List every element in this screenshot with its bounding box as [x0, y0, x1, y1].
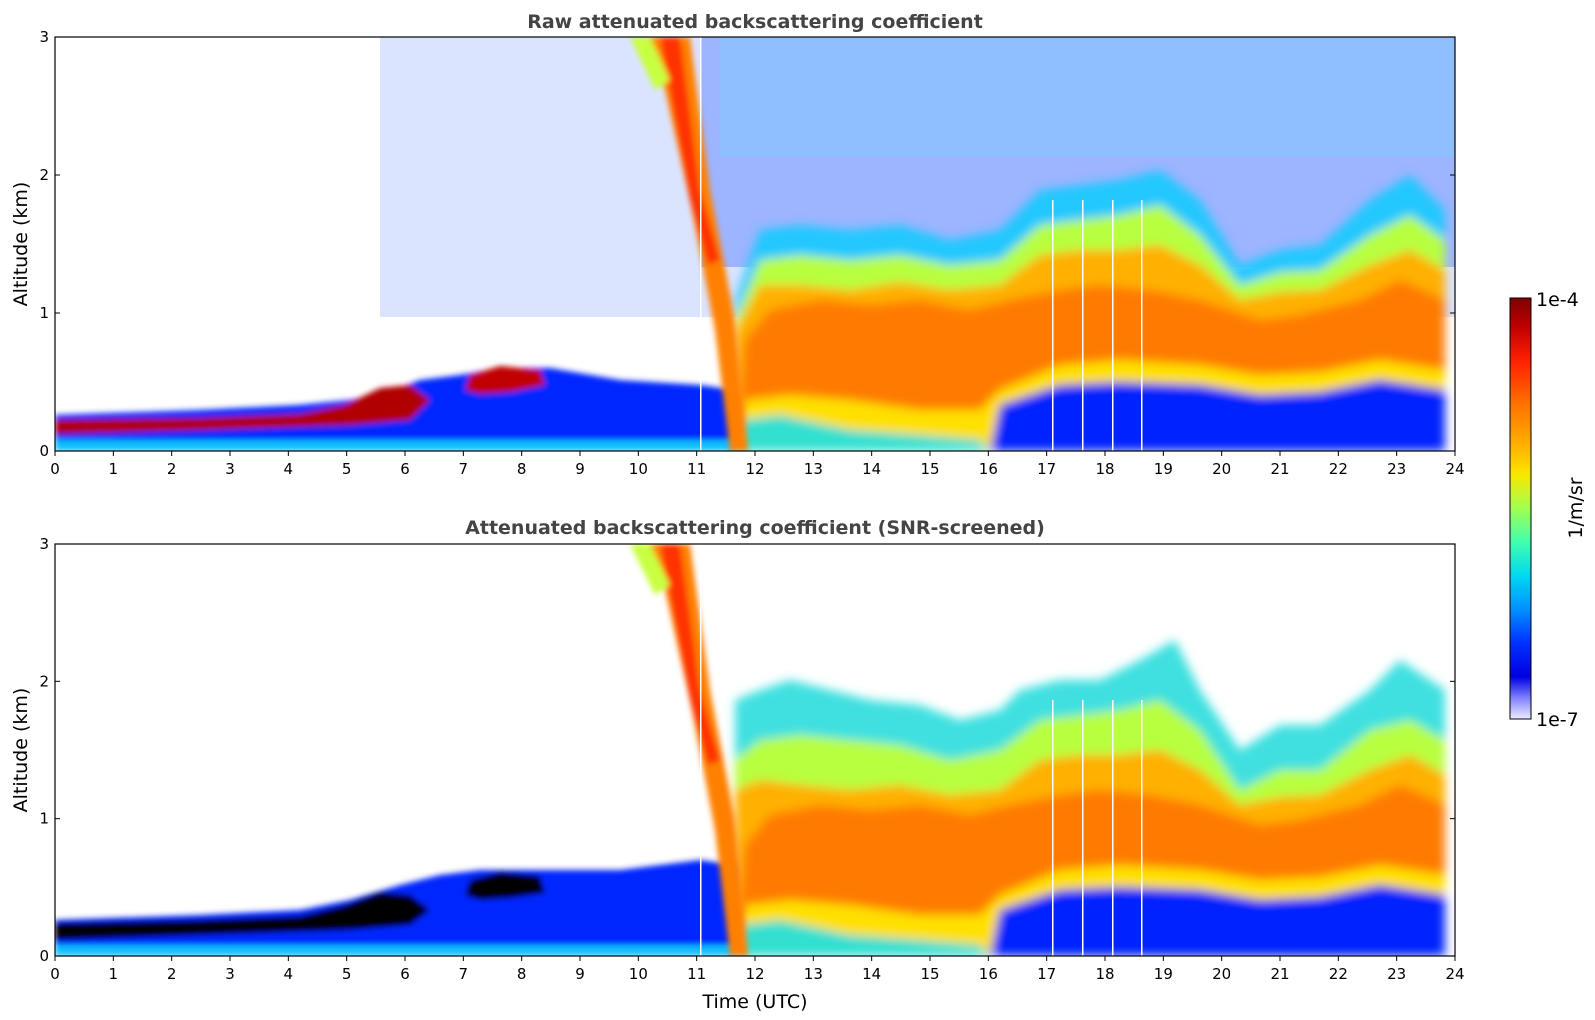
x-tick-label: 16	[979, 460, 998, 478]
x-tick-label: 21	[1270, 460, 1289, 478]
x-tick-label: 17	[1037, 965, 1056, 983]
x-tick-label: 13	[804, 965, 823, 983]
x-tick-label: 10	[629, 460, 648, 478]
top-plume	[630, 37, 748, 451]
y-tick-label: 2	[39, 166, 49, 184]
x-tick-label: 24	[1445, 965, 1464, 983]
top-gap-line	[1141, 200, 1143, 451]
bottom-y-ticks: 0 1 2 3	[39, 535, 1455, 965]
x-tick-label: 23	[1387, 460, 1406, 478]
x-tick-label: 11	[687, 965, 706, 983]
x-tick-label: 0	[50, 965, 60, 983]
y-tick-label: 1	[39, 810, 49, 828]
top-y-ticks: 0 1 2 3	[39, 28, 1455, 460]
x-tick-label: 14	[862, 965, 881, 983]
x-tick-label: 4	[284, 460, 294, 478]
bottom-x-axis-label: Time (UTC)	[701, 991, 807, 1013]
bottom-panel-title: Attenuated backscattering coefficient (S…	[465, 517, 1045, 539]
bottom-gap-line	[1052, 700, 1054, 956]
top-heatmap	[55, 37, 1455, 451]
bottom-surface-layer	[55, 860, 735, 956]
x-tick-label: 20	[1212, 965, 1231, 983]
x-tick-label: 18	[1095, 460, 1114, 478]
x-tick-label: 4	[284, 965, 294, 983]
x-tick-label: 1	[109, 965, 119, 983]
x-tick-label: 11	[687, 460, 706, 478]
y-tick-label: 0	[39, 947, 49, 965]
x-tick-label: 20	[1212, 460, 1231, 478]
x-tick-label: 12	[745, 460, 764, 478]
x-tick-label: 6	[400, 460, 410, 478]
x-tick-label: 3	[225, 460, 235, 478]
x-tick-label: 9	[575, 965, 585, 983]
x-tick-label: 24	[1445, 460, 1464, 478]
y-tick-label: 0	[39, 442, 49, 460]
x-tick-label: 5	[342, 460, 352, 478]
bottom-plume	[630, 544, 748, 956]
x-tick-label: 19	[1154, 460, 1173, 478]
bottom-heatmap	[55, 544, 1455, 956]
top-gap-line	[1052, 200, 1054, 451]
x-tick-label: 12	[745, 965, 764, 983]
x-tick-label: 7	[459, 460, 469, 478]
bottom-y-axis-label: Altitude (km)	[10, 688, 32, 813]
x-tick-label: 13	[804, 460, 823, 478]
y-tick-label: 2	[39, 672, 49, 690]
x-tick-label: 7	[459, 965, 469, 983]
x-tick-label: 16	[979, 965, 998, 983]
bottom-gap-line	[1141, 700, 1143, 956]
top-gap-line	[1082, 200, 1084, 451]
x-tick-label: 0	[50, 460, 60, 478]
bottom-boundary-layer	[735, 640, 1445, 956]
x-tick-label: 10	[629, 965, 648, 983]
bottom-gap-line	[700, 544, 702, 956]
x-tick-label: 9	[575, 460, 585, 478]
colorbar-gradient	[1509, 297, 1532, 720]
x-tick-label: 8	[517, 460, 527, 478]
top-panel-title: Raw attenuated backscattering coefficien…	[527, 11, 983, 33]
x-tick-label: 19	[1154, 965, 1173, 983]
x-tick-label: 3	[225, 965, 235, 983]
x-tick-label: 18	[1095, 965, 1114, 983]
x-tick-label: 6	[400, 965, 410, 983]
x-tick-label: 15	[920, 965, 939, 983]
x-tick-label: 8	[517, 965, 527, 983]
y-tick-label: 1	[39, 304, 49, 322]
top-surface-layer	[55, 366, 735, 451]
top-gap-line	[1112, 200, 1114, 451]
x-tick-label: 1	[109, 460, 119, 478]
y-tick-label: 3	[39, 28, 49, 46]
top-x-ticks: 0 1 2 3 4 5 6 7 8 9 10 11 12 13 14 15 16 17 18 19 20 21 22 23 24	[50, 451, 1465, 478]
x-tick-label: 17	[1037, 460, 1056, 478]
y-tick-label: 3	[39, 535, 49, 553]
colorbar: 1e-4 1e-7 1/m/sr	[1509, 289, 1587, 731]
colorbar-unit-label: 1/m/sr	[1565, 477, 1587, 538]
x-tick-label: 22	[1329, 460, 1348, 478]
colorbar-min-label: 1e-7	[1536, 709, 1579, 731]
top-y-axis-label: Altitude (km)	[10, 182, 32, 307]
x-tick-label: 2	[167, 460, 177, 478]
x-tick-label: 21	[1270, 965, 1289, 983]
top-boundary-layer	[735, 170, 1445, 451]
bottom-gap-line	[1082, 700, 1084, 956]
bottom-x-ticks: 0 1 2 3 4 5 6 7 8 9 10 11 12 13 14 15 16 17 18 19 20 21 22 23 24	[50, 956, 1465, 983]
bottom-gap-line	[1112, 700, 1114, 956]
x-tick-label: 5	[342, 965, 352, 983]
x-tick-label: 15	[920, 460, 939, 478]
x-tick-label: 14	[862, 460, 881, 478]
x-tick-label: 23	[1387, 965, 1406, 983]
colorbar-max-label: 1e-4	[1536, 289, 1579, 311]
x-tick-label: 22	[1329, 965, 1348, 983]
top-gap-line	[700, 37, 702, 451]
x-tick-label: 2	[167, 965, 177, 983]
